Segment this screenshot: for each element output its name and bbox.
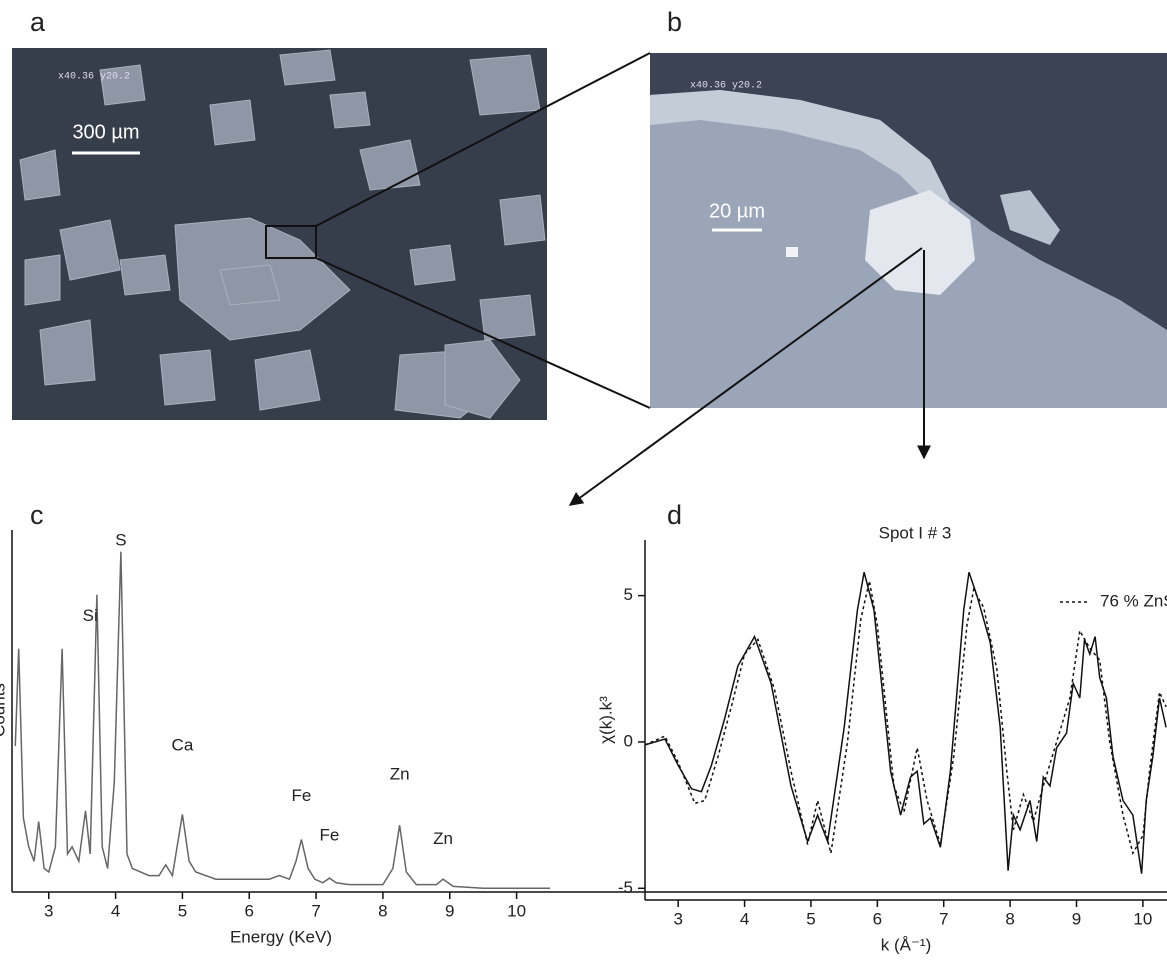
x-tick-label: 3 — [673, 909, 682, 928]
panel-letter: d — [667, 500, 682, 530]
x-tick-label: 4 — [111, 901, 120, 920]
x-tick-label: 8 — [1005, 909, 1014, 928]
series-line — [644, 580, 1167, 856]
x-tick-label: 9 — [445, 901, 454, 920]
connectors — [315, 52, 931, 506]
peak-label: S — [115, 530, 126, 549]
y-tick-label: 0 — [624, 731, 633, 750]
y-tick-label: 5 — [624, 585, 633, 604]
x-axis-label: Energy (KeV) — [230, 927, 332, 946]
x-tick-label: 7 — [939, 909, 948, 928]
micrograph-a — [12, 48, 547, 420]
x-tick-label: 5 — [806, 909, 815, 928]
scale-bar-label: 20 µm — [709, 200, 765, 222]
stamp: x40.36 y20.2 — [690, 81, 762, 92]
peak-label: Fe — [320, 825, 340, 844]
x-tick-label: 9 — [1072, 909, 1081, 928]
panel-letter: a — [30, 7, 46, 37]
panel-letter: c — [30, 500, 44, 530]
peak-label: Zn — [433, 829, 453, 848]
x-tick-label: 10 — [1133, 909, 1152, 928]
legend-label: 76 % ZnS — [1100, 591, 1167, 610]
x-axis-label: k (Å⁻¹) — [881, 935, 932, 954]
x-tick-label: 6 — [245, 901, 254, 920]
peak-label: Fe — [291, 786, 311, 805]
y-axis-label: χ(k).k³ — [596, 696, 615, 744]
x-tick-label: 6 — [873, 909, 882, 928]
x-tick-label: 4 — [740, 909, 749, 928]
stamp: x40.36 y20.2 — [58, 72, 130, 83]
series-line — [644, 571, 1167, 874]
chart-title: Spot I # 3 — [879, 523, 952, 542]
panel-letter: b — [667, 7, 682, 37]
y-tick-label: -5 — [618, 878, 633, 897]
x-tick-label: 7 — [311, 901, 320, 920]
series-line — [14, 551, 550, 889]
x-tick-label: 8 — [378, 901, 387, 920]
scale-bar-label: 300 µm — [72, 121, 139, 143]
x-tick-label: 10 — [507, 901, 526, 920]
y-axis-label: Counts — [0, 683, 8, 737]
peak-label: Si — [83, 606, 98, 625]
x-tick-label: 5 — [178, 901, 187, 920]
micrograph-b — [650, 53, 1167, 408]
peak-label: Zn — [390, 764, 410, 783]
x-tick-label: 3 — [44, 901, 53, 920]
peak-label: Ca — [172, 735, 194, 754]
